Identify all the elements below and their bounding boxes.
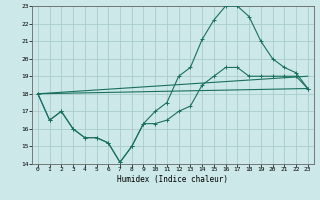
X-axis label: Humidex (Indice chaleur): Humidex (Indice chaleur) — [117, 175, 228, 184]
